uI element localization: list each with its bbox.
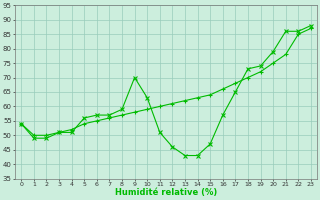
X-axis label: Humidité relative (%): Humidité relative (%) — [115, 188, 217, 197]
